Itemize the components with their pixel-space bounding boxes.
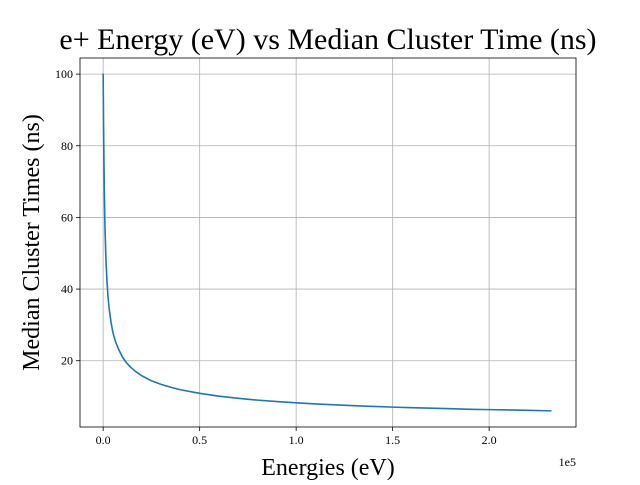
x-axis-label: Energies (eV) xyxy=(261,455,395,480)
plot-series xyxy=(102,73,552,412)
x-tick-label: 1.0 xyxy=(289,433,304,447)
x-tick-label: 0.0 xyxy=(96,433,111,447)
x-tick-label: 1.5 xyxy=(385,433,400,447)
grid xyxy=(80,58,576,427)
y-axis-label: Median Cluster Times (ns) xyxy=(19,114,45,371)
axis-ticks: 0.0 0.5 1.0 1.5 2.0 20 40 60 80 100 xyxy=(55,67,497,447)
x-tick-label: 2.0 xyxy=(482,433,497,447)
y-tick-label: 60 xyxy=(61,210,73,224)
series-line xyxy=(102,73,552,412)
axes-frame xyxy=(79,57,577,428)
x-axis-offset-label: 1e5 xyxy=(559,455,576,469)
y-tick-label: 40 xyxy=(61,282,73,296)
chart-title: e+ Energy (eV) vs Median Cluster Time (n… xyxy=(59,23,596,56)
y-tick-label: 100 xyxy=(55,67,73,81)
y-tick-label: 80 xyxy=(61,139,73,153)
y-tick-label: 20 xyxy=(61,354,73,368)
x-tick-label: 0.5 xyxy=(192,433,207,447)
